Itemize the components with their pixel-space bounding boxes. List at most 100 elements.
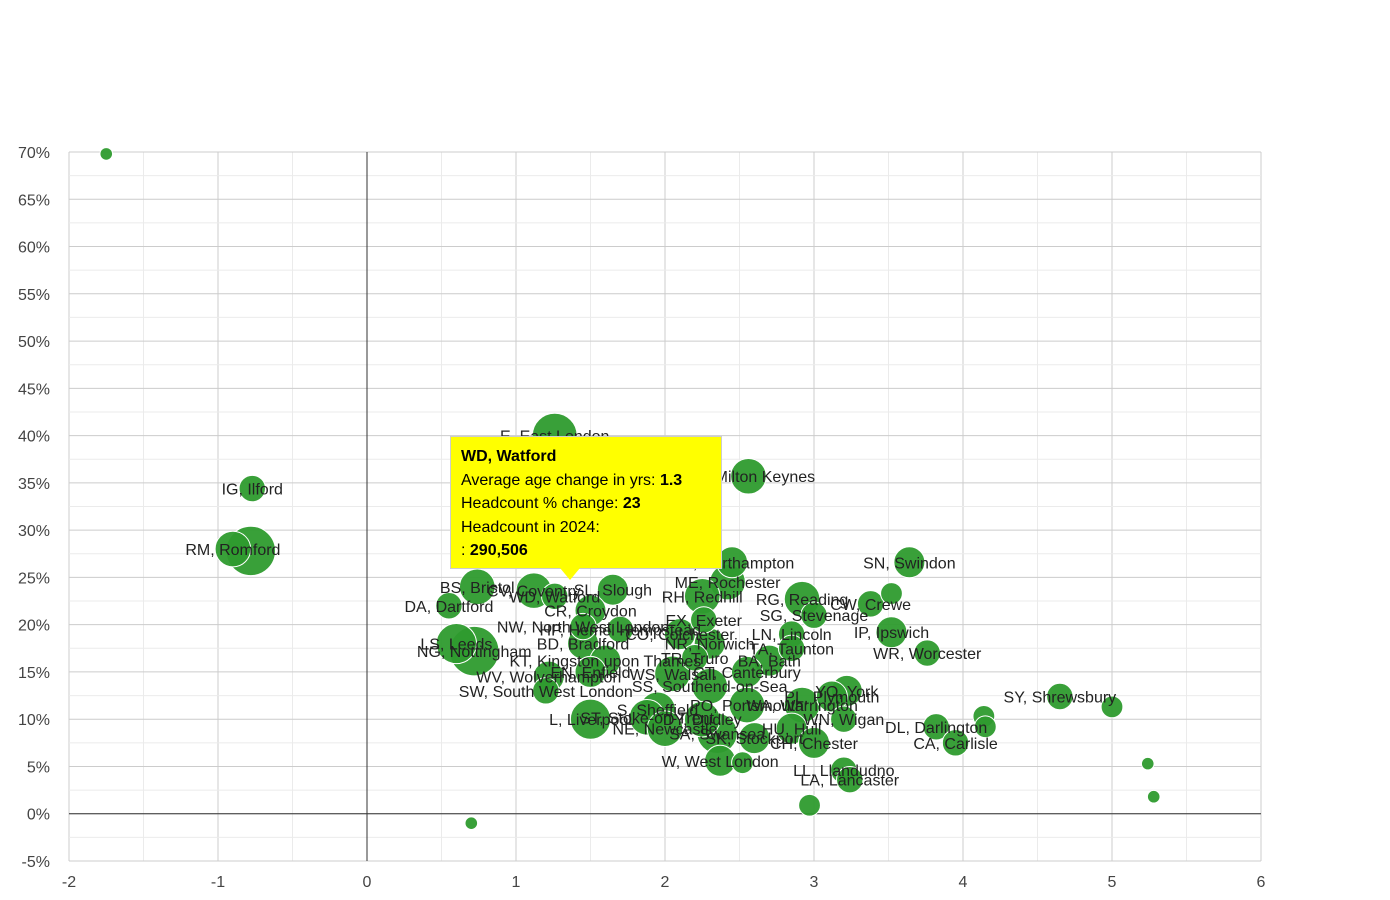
bubble xyxy=(569,612,597,641)
bubble xyxy=(435,592,463,620)
y-tick-label: 25% xyxy=(18,570,50,587)
bubble xyxy=(738,722,771,755)
bubble-label: YO, York xyxy=(815,684,879,701)
bubble xyxy=(922,713,950,741)
bubble xyxy=(798,793,821,817)
bubble xyxy=(730,457,767,495)
tooltip-row2-label: Headcount % change: xyxy=(461,495,619,512)
bubble xyxy=(574,655,607,688)
bubble-label: WS, Walsall xyxy=(630,667,716,684)
bubble-label: TR, Truro xyxy=(661,651,729,668)
bubble xyxy=(654,655,691,693)
bubble-label: LL, Llandudno xyxy=(793,763,895,780)
x-tick-label: 5 xyxy=(1108,874,1117,891)
bubble-label: L, Liverpool xyxy=(549,712,632,729)
bubble-label: CO, Colchester xyxy=(625,627,735,644)
bubble xyxy=(798,726,830,759)
bubble xyxy=(893,546,926,579)
bubble xyxy=(1140,756,1155,771)
y-tick-label: 30% xyxy=(18,523,50,540)
bubble xyxy=(731,751,754,775)
bubble-label: WA, Warrington xyxy=(746,698,858,715)
bubble-label: DL, Darlington xyxy=(885,720,987,737)
bubble-label: HU, Hull xyxy=(762,722,822,739)
bubble-label: BS, Bristol xyxy=(440,580,515,597)
bubble xyxy=(99,147,114,161)
bubble-label: NE, Newcastle xyxy=(613,722,718,739)
y-tick-label: -5% xyxy=(22,854,50,871)
tooltip-row3-label: Headcount in 2024: xyxy=(461,518,600,536)
bubble-label: DA, Dartford xyxy=(404,599,493,616)
bubble xyxy=(800,601,828,629)
bubble-label: EX, Exeter xyxy=(665,613,742,630)
bubble-label: NW, North West London xyxy=(497,620,669,637)
bubble-label: SG, Stevenage xyxy=(760,608,869,625)
y-tick-label: 70% xyxy=(18,145,50,162)
bubble-label: CH, Chester xyxy=(770,736,859,753)
bubble-label: EN, Enfield xyxy=(550,665,630,682)
y-tick-label: 35% xyxy=(18,476,50,493)
bubble-label: SW, South West London xyxy=(459,684,633,701)
x-tick-label: 4 xyxy=(959,874,968,891)
x-tick-label: 1 xyxy=(512,874,521,891)
bubble xyxy=(464,816,479,830)
bubble xyxy=(596,573,629,606)
bubble xyxy=(646,710,684,747)
bubble xyxy=(458,568,496,606)
bubble-label: SL, Slough xyxy=(574,583,652,600)
axis-layer: -2 -1 0 1 2 3 4 5 6-5%0%5%10%15%20%25%30%35%40%4… xyxy=(18,145,1266,891)
bubble-label: PO, Portsmouth xyxy=(690,698,804,715)
bubble-label: ST, Stoke-on-Trent xyxy=(580,710,714,727)
bubble-label: CW, Crewe xyxy=(830,597,911,614)
bubble-label: HP, Hemel Hempstead xyxy=(540,622,702,639)
bubble-label: WD, Watford xyxy=(509,589,600,606)
bubble xyxy=(1146,789,1161,804)
bubble-label: SK, Stockport xyxy=(705,731,803,748)
y-tick-label: 15% xyxy=(18,665,50,682)
bubble xyxy=(856,590,885,618)
bubble-label: BA, Bath xyxy=(738,654,801,671)
bubble xyxy=(880,582,903,605)
x-tick-label: 6 xyxy=(1257,874,1266,891)
bubble-label: BD, Bradford xyxy=(537,637,629,654)
y-tick-label: 20% xyxy=(18,618,50,635)
bubble xyxy=(606,615,634,644)
tooltip-row2-value: 23 xyxy=(622,495,641,512)
y-tick-label: 55% xyxy=(18,287,50,304)
bubble-label: SS, Southend-on-Sea xyxy=(632,679,788,696)
bubble-label: TA, Taunton xyxy=(749,641,834,658)
bubble xyxy=(435,622,477,665)
bubble-label: RG, Reading xyxy=(756,592,849,609)
tooltip: WD, Watford Average age change in yrs: 1… xyxy=(450,436,722,569)
y-tick-label: 60% xyxy=(18,240,50,257)
tooltip-tail xyxy=(560,568,580,580)
bubble xyxy=(569,698,612,740)
bubble-label: SN, Swindon xyxy=(863,555,956,572)
bubble-label: S, Sheffield xyxy=(617,703,699,720)
tooltip-title: WD, Watford xyxy=(461,448,557,465)
x-tick-label: 3 xyxy=(810,874,819,891)
bubble xyxy=(683,700,721,738)
bubble xyxy=(238,474,266,503)
bubble xyxy=(1100,695,1124,719)
bubble xyxy=(214,530,252,568)
y-tick-label: 0% xyxy=(27,807,50,824)
x-tick-label: 0 xyxy=(363,874,372,891)
bubble-label: RM, Romford xyxy=(185,542,280,559)
y-tick-label: 45% xyxy=(18,381,50,398)
bubble-label: W, West London xyxy=(662,754,779,771)
bubble-label: LA, Lancaster xyxy=(800,773,899,790)
bubble-label: PL, Plymouth xyxy=(784,690,879,707)
bubble-label: LS, Leeds xyxy=(420,637,492,654)
bubble xyxy=(541,582,569,611)
bubble xyxy=(941,729,970,757)
x-tick-label: -1 xyxy=(211,874,225,891)
bubble-label: DY, Dudley xyxy=(663,712,742,729)
bubble-label: CA, Carlisle xyxy=(913,736,998,753)
bubble-label: CR, Croydon xyxy=(544,603,636,620)
bubble xyxy=(730,655,763,688)
tooltip-row4-label: : xyxy=(461,542,466,559)
